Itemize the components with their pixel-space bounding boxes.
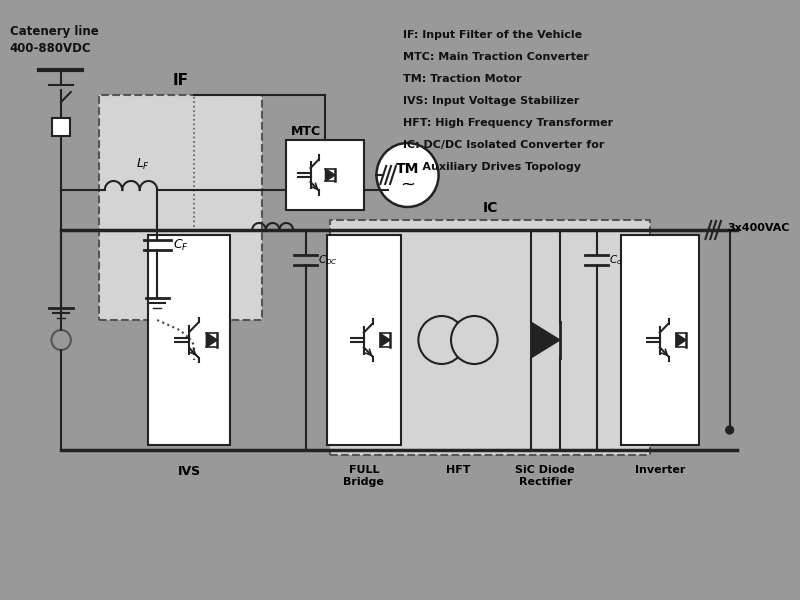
Text: $C_o$: $C_o$ [610,253,622,267]
Polygon shape [676,333,686,347]
Text: HFT: HFT [446,465,470,475]
Text: 400-880VDC: 400-880VDC [10,42,91,55]
Bar [330,220,650,455]
Bar [621,235,698,445]
Text: IC: DC/DC Isolated Converter for: IC: DC/DC Isolated Converter for [402,140,604,150]
Circle shape [451,316,498,364]
Text: Auxiliary Drives Topology: Auxiliary Drives Topology [402,162,581,172]
Text: FULL
Bridge: FULL Bridge [343,465,384,487]
Text: $L_F$: $L_F$ [136,157,150,172]
Text: TM: Traction Motor: TM: Traction Motor [402,74,522,84]
Polygon shape [206,333,217,347]
Text: TM: TM [396,162,419,176]
Text: IF: Input Filter of the Vehicle: IF: Input Filter of the Vehicle [402,30,582,40]
Bar [149,235,230,445]
Bar [52,118,70,136]
Text: IVS: IVS [178,465,201,478]
Bar [99,95,262,320]
Circle shape [377,143,438,207]
Text: SiC Diode
Rectifier: SiC Diode Rectifier [515,465,575,487]
Text: $C_{DC}$: $C_{DC}$ [318,253,338,267]
Text: Inverter: Inverter [634,465,685,475]
Bar [327,235,401,445]
Text: MTC: MTC [291,125,322,138]
Circle shape [418,316,465,364]
Polygon shape [326,169,335,181]
Circle shape [726,426,734,434]
Text: IF: IF [173,73,189,88]
Text: Catenery line: Catenery line [10,25,98,38]
Polygon shape [380,333,390,347]
Text: MTC: Main Traction Converter: MTC: Main Traction Converter [402,52,589,62]
Text: IC: IC [482,201,498,215]
Text: 3x400VAC: 3x400VAC [728,223,790,233]
Bar [286,140,364,210]
Polygon shape [530,322,560,358]
Text: $C_F$: $C_F$ [173,238,189,253]
Text: ~: ~ [400,176,415,194]
Text: HFT: High Frequency Transformer: HFT: High Frequency Transformer [402,118,613,128]
Text: IVS: Input Voltage Stabilizer: IVS: Input Voltage Stabilizer [402,96,579,106]
